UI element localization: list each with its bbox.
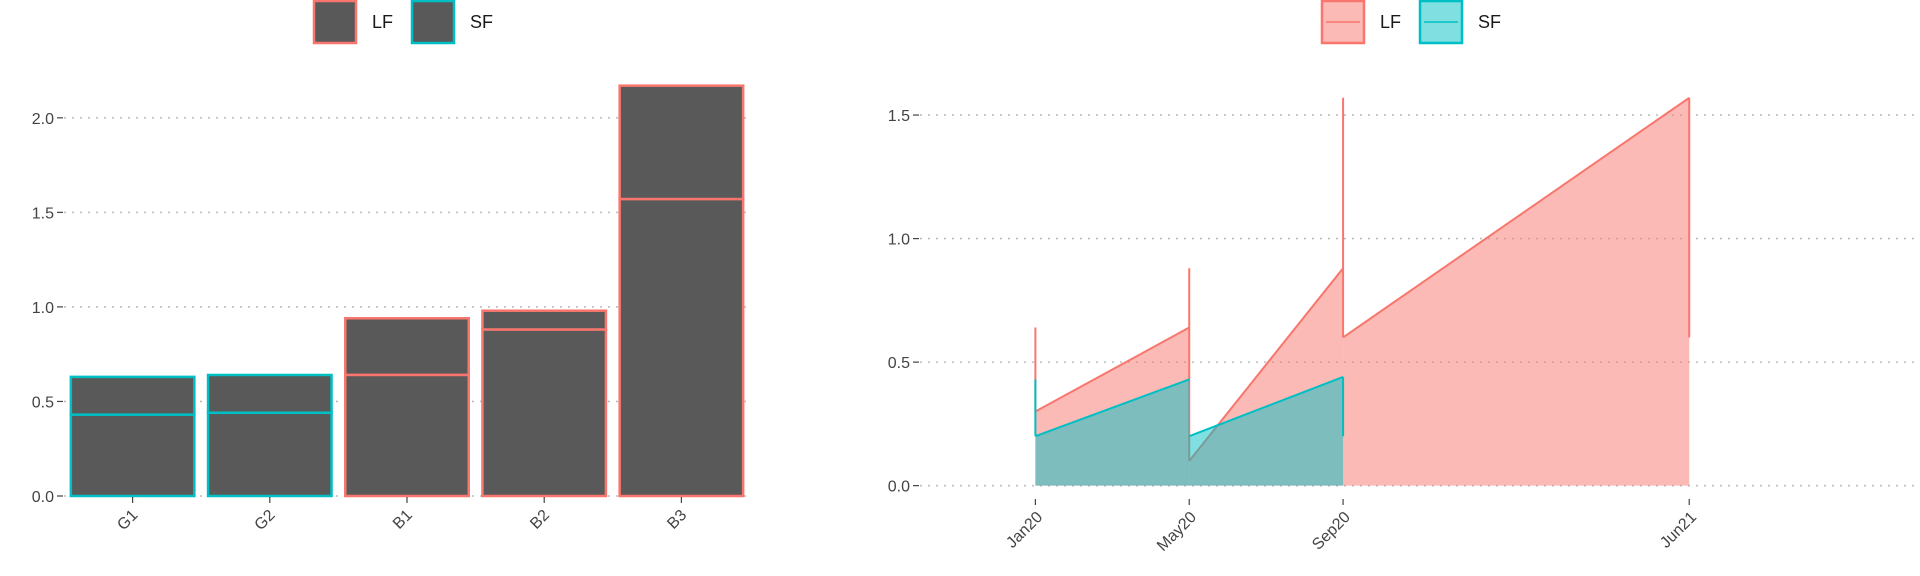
- bar-segment-sf: [69, 413, 196, 498]
- series-line-sf: [1188, 376, 1344, 438]
- legend: LF SF: [1320, 0, 1501, 45]
- y-tick-label: 0.5: [888, 355, 910, 372]
- area-lf: [1343, 97, 1690, 486]
- bar-segment-lf: [618, 84, 745, 201]
- series-line-lf: [1034, 326, 1190, 413]
- bar-b2: [481, 309, 608, 498]
- bar-segment-lf: [206, 373, 333, 415]
- bar-g1: [69, 375, 196, 498]
- bar-segment-sf: [618, 197, 745, 498]
- y-tick-label: 2.0: [32, 111, 54, 128]
- bar-segment-lf: [344, 317, 470, 377]
- legend: LF SF: [312, 0, 493, 45]
- bar-segment-sf: [206, 411, 333, 498]
- legend-label-lf: LF: [1380, 12, 1401, 32]
- y-tick-label: 1.5: [32, 205, 54, 222]
- x-tick-label: Jan20: [1003, 509, 1046, 552]
- bar-g2: [206, 373, 333, 498]
- y-tick-label: 0.0: [888, 479, 910, 496]
- x-tick-label: Sep20: [1309, 509, 1354, 554]
- legend-label-lf: LF: [372, 12, 393, 32]
- series-line-sf: [1035, 378, 1190, 438]
- y-tick-label: 1.0: [888, 232, 910, 249]
- area-sf: [1189, 376, 1344, 486]
- bar-b3: [618, 84, 745, 498]
- y-tick-label: 0.0: [32, 489, 54, 506]
- legend-key-lf: [312, 0, 358, 45]
- x-tick-label: May20: [1154, 509, 1200, 555]
- y-tick-label: 1.0: [32, 300, 54, 317]
- bar-segment-sf: [344, 373, 470, 498]
- y-tick-label: 1.5: [888, 108, 910, 125]
- legend-label-sf: SF: [470, 12, 493, 32]
- y-tick-label: 0.5: [32, 394, 54, 411]
- bar-segment-sf: [481, 328, 608, 498]
- series-line-lf: [1342, 96, 1690, 339]
- bar-b1: [344, 317, 470, 498]
- series-sf: [1034, 376, 1345, 486]
- area-sf: [1035, 379, 1190, 486]
- legend-label-sf: SF: [1478, 12, 1501, 32]
- legend-key-sf: [410, 0, 456, 45]
- x-tick-label: Jun21: [1657, 509, 1700, 552]
